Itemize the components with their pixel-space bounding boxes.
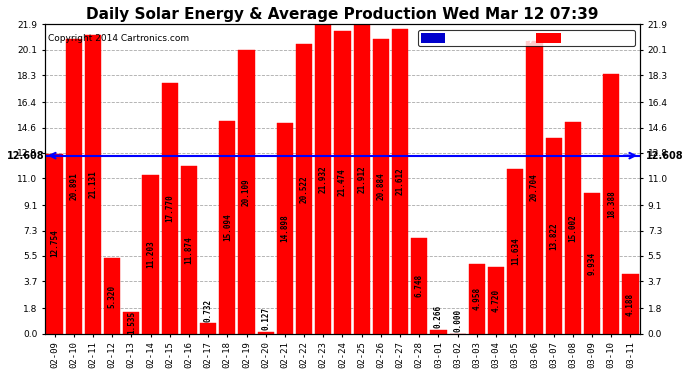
Text: 20.109: 20.109 xyxy=(242,178,251,206)
Bar xyxy=(181,166,197,333)
Text: 4.958: 4.958 xyxy=(473,287,482,310)
Title: Daily Solar Energy & Average Production Wed Mar 12 07:39: Daily Solar Energy & Average Production … xyxy=(86,7,599,22)
Text: 1.535: 1.535 xyxy=(127,311,136,334)
Text: 5.320: 5.320 xyxy=(108,285,117,308)
Bar xyxy=(546,138,562,333)
Text: 17.770: 17.770 xyxy=(165,194,174,222)
Text: 21.474: 21.474 xyxy=(338,168,347,196)
Text: 11.203: 11.203 xyxy=(146,241,155,268)
Text: 20.884: 20.884 xyxy=(377,172,386,200)
Text: Copyright 2014 Cartronics.com: Copyright 2014 Cartronics.com xyxy=(48,34,189,43)
Text: 11.634: 11.634 xyxy=(511,238,520,266)
Bar xyxy=(296,44,313,333)
Text: 9.934: 9.934 xyxy=(588,252,597,275)
Bar xyxy=(142,176,159,333)
Bar xyxy=(335,30,351,333)
Text: 20.704: 20.704 xyxy=(530,174,539,201)
Text: 11.874: 11.874 xyxy=(184,236,193,264)
Bar xyxy=(66,39,82,333)
Legend: Average  (kWh), Daily  (kWh): Average (kWh), Daily (kWh) xyxy=(418,30,635,46)
Text: 12.608: 12.608 xyxy=(7,151,45,160)
Text: 0.266: 0.266 xyxy=(434,305,443,328)
Text: 21.131: 21.131 xyxy=(88,171,97,198)
Bar xyxy=(353,24,370,333)
Bar xyxy=(315,24,331,333)
Bar xyxy=(507,170,524,333)
Bar xyxy=(564,122,581,333)
Text: 0.732: 0.732 xyxy=(204,298,213,322)
Text: 6.748: 6.748 xyxy=(415,274,424,297)
Bar xyxy=(161,83,178,333)
Bar xyxy=(238,50,255,333)
Bar xyxy=(431,330,446,333)
Bar xyxy=(411,238,427,333)
Text: 4.720: 4.720 xyxy=(491,289,500,312)
Text: 14.898: 14.898 xyxy=(280,214,289,242)
Text: 4.188: 4.188 xyxy=(626,292,635,315)
Text: 21.612: 21.612 xyxy=(395,167,404,195)
Bar xyxy=(622,274,639,333)
Bar xyxy=(373,39,389,333)
Bar xyxy=(85,35,101,333)
Text: 0.000: 0.000 xyxy=(453,309,462,332)
Text: 20.891: 20.891 xyxy=(69,172,78,200)
Bar xyxy=(219,120,235,333)
Bar xyxy=(584,194,600,333)
Bar xyxy=(104,258,120,333)
Bar xyxy=(257,332,274,333)
Bar xyxy=(392,28,408,333)
Text: 21.932: 21.932 xyxy=(319,165,328,193)
Bar xyxy=(469,264,485,333)
Bar xyxy=(46,154,63,333)
Text: 12.754: 12.754 xyxy=(50,230,59,257)
Text: 20.522: 20.522 xyxy=(299,175,308,202)
Text: 18.388: 18.388 xyxy=(607,190,615,217)
Bar xyxy=(488,267,504,333)
Bar xyxy=(526,41,542,333)
Text: 15.094: 15.094 xyxy=(223,213,232,241)
Text: 15.002: 15.002 xyxy=(569,214,578,242)
Bar xyxy=(603,74,620,333)
Text: 21.912: 21.912 xyxy=(357,165,366,193)
Bar xyxy=(200,323,216,333)
Text: 0.127: 0.127 xyxy=(262,307,270,330)
Text: 12.608: 12.608 xyxy=(646,151,684,160)
Bar xyxy=(277,123,293,333)
Bar xyxy=(123,312,139,333)
Text: 13.822: 13.822 xyxy=(549,222,558,250)
